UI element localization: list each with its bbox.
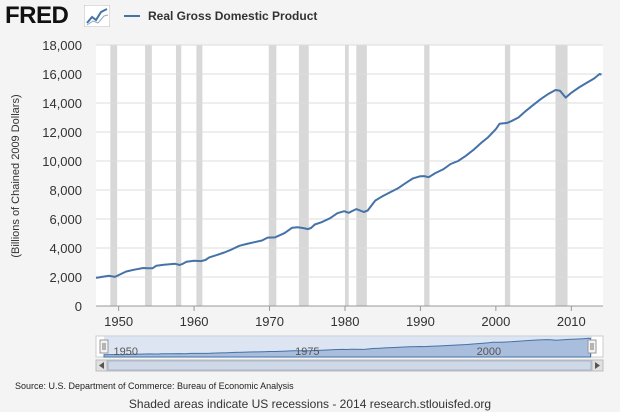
navigator-series bbox=[103, 337, 592, 358]
navigator[interactable]: 1950 1975 2000 bbox=[95, 335, 604, 372]
legend-swatch bbox=[124, 15, 140, 17]
legend-label: Real Gross Domestic Product bbox=[148, 9, 318, 23]
logo-text: FRED bbox=[5, 2, 69, 29]
recession-band bbox=[504, 45, 511, 306]
y-tick-label: 12,000 bbox=[42, 125, 82, 140]
recession-band bbox=[424, 45, 430, 306]
grid bbox=[96, 44, 603, 278]
y-axis-title: (Billions of Chained 2009 Dollars) bbox=[10, 94, 22, 257]
scrollbar-thumb[interactable] bbox=[107, 360, 592, 371]
x-tick-label: 1960 bbox=[180, 314, 209, 329]
y-tick-label: 18,000 bbox=[42, 38, 82, 53]
scroll-left-icon bbox=[99, 362, 104, 369]
recession-note: Shaded areas indicate US recessions - 20… bbox=[128, 397, 492, 411]
y-tick-label: 10,000 bbox=[42, 154, 82, 169]
x-tick-label: 1970 bbox=[255, 314, 284, 329]
y-tick-label: 16,000 bbox=[42, 67, 82, 82]
axes: 0 2,000 4,000 6,000 8,000 10,000 12,000 14,000 1… bbox=[42, 38, 603, 329]
recession-band bbox=[344, 45, 349, 306]
x-tick-label: 1950 bbox=[104, 314, 133, 329]
recession-band bbox=[555, 45, 568, 306]
fred-chart-icon bbox=[84, 5, 110, 27]
scroll-right-icon bbox=[595, 362, 600, 369]
y-tick-label: 6,000 bbox=[49, 212, 82, 227]
plot-area bbox=[96, 45, 603, 306]
recession-bands bbox=[110, 45, 568, 306]
navigator-label: 1975 bbox=[295, 346, 319, 358]
y-tick-label: 4,000 bbox=[49, 241, 82, 256]
recession-band bbox=[196, 45, 203, 306]
x-tick-label: 2000 bbox=[481, 314, 510, 329]
recession-band bbox=[110, 45, 118, 306]
series-layer bbox=[95, 73, 602, 279]
y-tick-label: 14,000 bbox=[42, 96, 82, 111]
source-note: Source: U.S. Department of Commerce: Bur… bbox=[15, 381, 294, 391]
x-tick-label: 2010 bbox=[557, 314, 586, 329]
recession-band bbox=[298, 45, 309, 306]
x-tick-label: 1980 bbox=[331, 314, 360, 329]
recession-band bbox=[356, 45, 367, 306]
recession-band bbox=[268, 45, 277, 306]
navigator-handle[interactable] bbox=[99, 339, 109, 354]
recession-band bbox=[145, 45, 152, 306]
y-tick-label: 8,000 bbox=[49, 183, 82, 198]
navigator-label: 1950 bbox=[114, 346, 138, 358]
navigator-handle[interactable] bbox=[587, 339, 597, 354]
x-tick-label: 1990 bbox=[406, 314, 435, 329]
navigator-label: 2000 bbox=[477, 346, 501, 358]
y-tick-label: 2,000 bbox=[49, 270, 82, 285]
recession-band bbox=[175, 45, 182, 306]
series-line[interactable] bbox=[95, 73, 602, 279]
y-tick-label: 0 bbox=[75, 299, 82, 314]
